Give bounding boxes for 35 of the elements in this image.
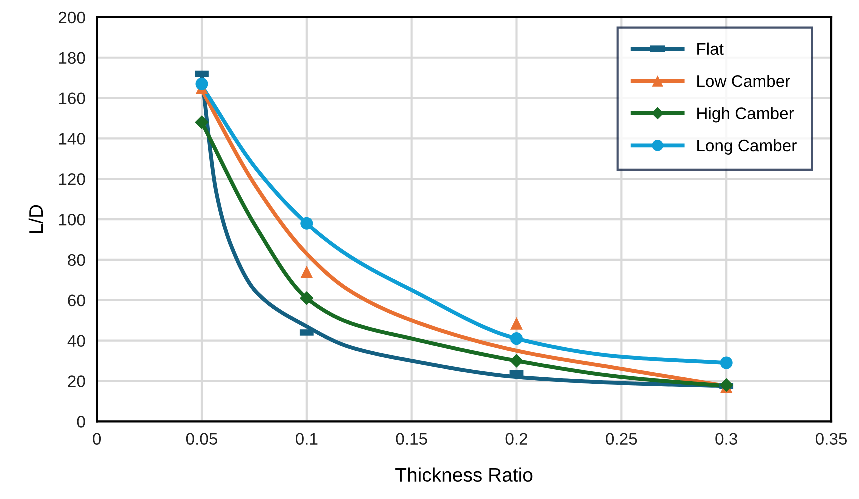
x-tick-label: 0.1 xyxy=(296,433,318,446)
y-tick-label: 40 xyxy=(68,335,86,348)
point xyxy=(720,356,733,370)
x-tick-label: 0.3 xyxy=(716,433,738,446)
y-tick-label: 160 xyxy=(59,92,86,105)
legend-label: Long Camber xyxy=(698,139,797,155)
y-tick-label: 20 xyxy=(68,376,86,388)
legend-label: Low Camber xyxy=(698,75,790,88)
x-tick-label: 0.25 xyxy=(606,433,638,446)
point xyxy=(720,378,734,392)
point xyxy=(300,292,314,306)
legend-label: High Camber xyxy=(698,107,794,123)
y-tick-label: 100 xyxy=(59,214,86,226)
y-tick-label: 60 xyxy=(68,294,86,307)
x-tick-label: 0.05 xyxy=(186,433,218,446)
point xyxy=(510,332,523,346)
y-tick-label: 180 xyxy=(59,52,86,64)
x-axis-title: Thickness Ratio xyxy=(396,468,533,482)
point xyxy=(300,217,314,230)
point xyxy=(196,78,208,90)
point xyxy=(300,266,314,278)
x-tick-label: 0.35 xyxy=(816,433,848,446)
x-tick-label: 0.15 xyxy=(396,433,428,446)
point xyxy=(510,317,523,330)
y-tick-label: 140 xyxy=(59,133,86,145)
x-tick-label: 0 xyxy=(93,433,102,446)
y-axis-title: L/D xyxy=(28,205,44,234)
y-tick-label: 0 xyxy=(77,416,86,428)
y-tick-label: 120 xyxy=(59,174,86,186)
point xyxy=(510,354,524,368)
legend-label: Flat xyxy=(698,42,724,56)
x-tick-label: 0.2 xyxy=(506,433,528,446)
y-tick-label: 200 xyxy=(58,12,86,24)
y-tick-label: 80 xyxy=(68,254,86,266)
point xyxy=(195,116,209,130)
